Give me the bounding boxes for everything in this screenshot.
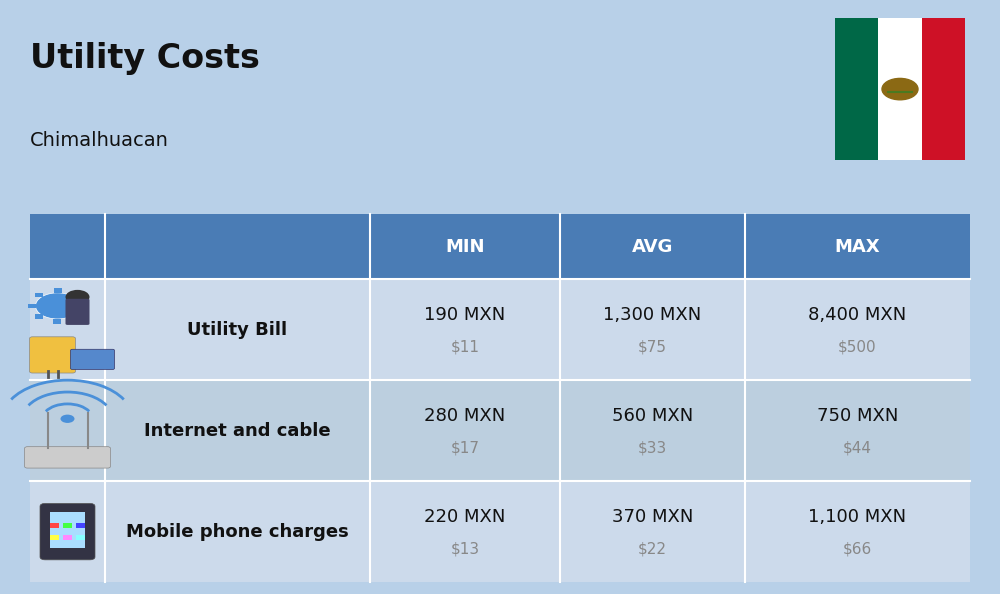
Text: Utility Bill: Utility Bill <box>187 321 288 339</box>
Bar <box>30 380 105 481</box>
Circle shape <box>66 290 90 304</box>
FancyBboxPatch shape <box>25 447 111 468</box>
Text: 1,100 MXN: 1,100 MXN <box>808 508 907 526</box>
Bar <box>30 481 105 582</box>
Text: Chimalhuacan: Chimalhuacan <box>30 131 169 150</box>
Bar <box>53 319 61 324</box>
Text: 560 MXN: 560 MXN <box>612 407 693 425</box>
Circle shape <box>882 78 918 100</box>
Circle shape <box>36 293 80 319</box>
Bar <box>35 314 43 319</box>
FancyBboxPatch shape <box>70 349 114 369</box>
Text: 750 MXN: 750 MXN <box>817 407 898 425</box>
Bar <box>80 304 88 308</box>
Bar <box>50 523 59 529</box>
Circle shape <box>60 415 74 423</box>
Bar <box>105 380 370 481</box>
Bar <box>63 535 72 541</box>
Bar <box>72 314 80 319</box>
Text: 370 MXN: 370 MXN <box>612 508 693 526</box>
Bar <box>35 293 43 298</box>
Bar <box>72 293 80 298</box>
FancyBboxPatch shape <box>40 504 95 560</box>
Bar <box>370 380 560 481</box>
Text: Mobile phone charges: Mobile phone charges <box>126 523 349 541</box>
Text: $66: $66 <box>843 542 872 557</box>
Text: $75: $75 <box>638 340 667 355</box>
Text: 1,300 MXN: 1,300 MXN <box>603 306 702 324</box>
Text: MAX: MAX <box>835 238 880 255</box>
Bar <box>560 380 745 481</box>
Bar <box>76 535 85 541</box>
Text: $22: $22 <box>638 542 667 557</box>
Bar <box>105 481 370 582</box>
Text: 190 MXN: 190 MXN <box>424 306 506 324</box>
Text: 8,400 MXN: 8,400 MXN <box>808 306 907 324</box>
Bar <box>835 18 878 160</box>
Bar <box>30 214 105 279</box>
Bar <box>560 279 745 380</box>
FancyBboxPatch shape <box>66 299 90 325</box>
Bar <box>370 214 560 279</box>
Bar <box>105 279 370 380</box>
FancyBboxPatch shape <box>30 337 76 373</box>
Bar <box>50 535 59 541</box>
Text: 220 MXN: 220 MXN <box>424 508 506 526</box>
Text: 280 MXN: 280 MXN <box>424 407 506 425</box>
Text: MIN: MIN <box>445 238 485 255</box>
Text: Internet and cable: Internet and cable <box>144 422 331 440</box>
Bar <box>745 481 970 582</box>
Bar <box>560 214 745 279</box>
Text: Utility Costs: Utility Costs <box>30 42 260 75</box>
Bar <box>76 523 85 529</box>
Text: $11: $11 <box>450 340 480 355</box>
Bar <box>560 481 745 582</box>
Bar <box>105 214 370 279</box>
Bar <box>50 512 85 548</box>
Bar <box>745 380 970 481</box>
Text: $44: $44 <box>843 441 872 456</box>
Bar <box>922 18 965 160</box>
Text: $33: $33 <box>638 441 667 456</box>
Bar <box>63 523 72 529</box>
Bar <box>30 279 105 380</box>
Bar <box>54 288 62 293</box>
Bar <box>878 18 922 160</box>
Bar <box>745 279 970 380</box>
Bar <box>28 304 36 308</box>
Bar <box>370 279 560 380</box>
Text: $17: $17 <box>450 441 480 456</box>
Text: $500: $500 <box>838 340 877 355</box>
Bar <box>745 214 970 279</box>
Bar <box>370 481 560 582</box>
Text: AVG: AVG <box>632 238 673 255</box>
Text: $13: $13 <box>450 542 480 557</box>
